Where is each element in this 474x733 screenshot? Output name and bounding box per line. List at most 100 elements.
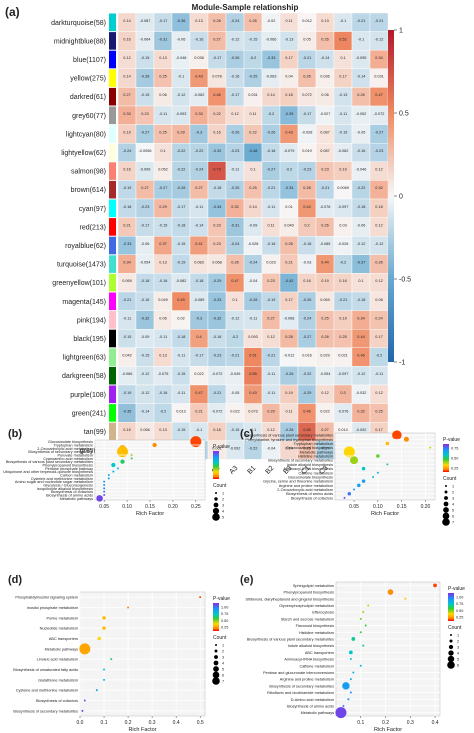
- row-label: blue(1107): [73, 57, 106, 64]
- y-category-label: Arginine and proline metabolism: [280, 678, 334, 682]
- cell-value-label: 0.049: [158, 298, 168, 302]
- data-point: [83, 699, 86, 702]
- cell-value-label: -0.046: [356, 168, 367, 172]
- cell-value-label: 0.066: [140, 428, 150, 432]
- cell-value-label: 0.27: [195, 186, 202, 190]
- cell-value-label: 0.34: [357, 316, 364, 320]
- data-point: [112, 470, 115, 473]
- cell-value-label: 0.069: [122, 279, 132, 283]
- cell-value-label: 0.23: [321, 168, 328, 172]
- cell-value-label: 0.46: [303, 409, 310, 413]
- plot-area: [79, 591, 206, 717]
- data-point: [116, 467, 119, 470]
- cell-value-label: 0.44: [357, 335, 364, 339]
- panel-label-b: (b): [8, 428, 22, 440]
- cell-value-label: 0.12: [375, 391, 382, 395]
- cell-value-label: 0.17: [285, 298, 292, 302]
- cell-value-label: -0.21: [123, 298, 132, 302]
- cell-value-label: -0.12: [231, 37, 240, 41]
- data-point: [79, 643, 91, 655]
- cell-value-label: 0.11: [249, 112, 256, 116]
- data-point: [107, 474, 110, 476]
- count-legend-title: Count: [443, 476, 457, 482]
- cell-value-label: 0.44: [303, 205, 310, 209]
- cell-value-label: -0.27: [321, 447, 330, 451]
- cell-value-label: -0.11: [339, 112, 347, 116]
- cell-value-label: -0.11: [159, 335, 167, 339]
- cell-value-label: -0.18: [123, 205, 132, 209]
- data-point: [130, 457, 133, 460]
- cell-value-label: 0.16: [213, 130, 220, 134]
- data-point: [343, 496, 346, 499]
- row-label: black(195): [73, 336, 106, 343]
- row-label: salmon(98): [71, 169, 106, 176]
- colorbar-tick-label: -0.5: [399, 277, 411, 284]
- cell-value-label: 0.083: [194, 261, 204, 265]
- count-legend-label: 1: [222, 492, 224, 496]
- cell-value-label: 0.27: [123, 93, 130, 97]
- x-tick-label: 0.1: [357, 720, 364, 726]
- plot-area: [335, 581, 441, 717]
- cell-value-label: 0.016: [302, 354, 312, 358]
- cell-value-label: 0.12: [267, 428, 274, 432]
- count-legend-label: 6: [457, 664, 459, 668]
- cell-value-label: 0.26: [213, 19, 220, 23]
- row-label: turquoise(1473): [57, 262, 106, 269]
- cell-value-label: -0.16: [195, 37, 204, 41]
- row-label: cyan(97): [79, 206, 106, 213]
- cell-value-label: -0.04: [267, 447, 276, 451]
- data-point: [335, 707, 347, 719]
- cell-value-label: -0.24: [195, 168, 204, 172]
- cell-value-label: 0.052: [158, 168, 168, 172]
- count-legend-dot: [214, 497, 218, 501]
- cell-value-label: -0.17: [177, 205, 186, 209]
- count-legend-label: 7: [222, 680, 224, 684]
- y-category-label: Amino sugar and nucleotide sugar metabol…: [15, 480, 93, 484]
- pvalue-legend-title: P-value: [213, 444, 230, 450]
- y-category-label: Biosynthesis of cofactors: [291, 496, 333, 500]
- data-point: [103, 494, 106, 496]
- y-category-label: Cyanoamino acid metabolism: [43, 457, 93, 461]
- data-point: [342, 704, 345, 707]
- y-category-label: Aminoacyl-tRNA biosynthesis: [283, 467, 333, 471]
- row-label: magenta(145): [62, 299, 106, 306]
- cell-value-label: 0.087: [320, 149, 330, 153]
- data-point: [97, 636, 101, 641]
- cell-value-label: -0.072: [212, 409, 223, 413]
- cell-value-label: 0.18: [285, 93, 292, 97]
- data-point: [103, 487, 106, 490]
- row-label: midnightblue(88): [54, 38, 106, 45]
- cell-value-label: 0.02: [177, 316, 184, 320]
- x-tick-label: 0.5: [197, 720, 204, 726]
- cell-value-label: -0.2: [286, 168, 293, 172]
- data-point: [392, 430, 402, 440]
- cell-value-label: 0.1: [340, 56, 345, 60]
- y-category-label: Biosynthesis of secondary metabolites: [269, 684, 334, 688]
- count-legend-dot: [212, 513, 220, 521]
- cell-value-label: 0.18: [213, 428, 220, 432]
- y-category-label: Phenylpropanoid biosynthesis: [284, 591, 335, 595]
- data-point: [347, 698, 350, 701]
- count-legend-dot: [212, 677, 220, 685]
- y-category-label: Biosynthesis of cofactors: [36, 699, 78, 703]
- cell-value-label: 0.22: [249, 130, 256, 134]
- cell-value-label: -0.09: [249, 223, 258, 227]
- y-category-label: Stilbenoid, diarylheptanoid and gingerol…: [246, 597, 335, 601]
- cell-value-label: 0.28: [285, 335, 292, 339]
- count-legend-dot: [214, 649, 218, 653]
- pvalue-gradient: [213, 603, 219, 631]
- y-category-label: Metabolic pathways: [300, 450, 333, 454]
- module-color-swatch: [109, 236, 116, 255]
- cell-value-label: 0.06: [159, 93, 166, 97]
- pvalue-tick-label: 0.50: [456, 609, 463, 613]
- column-label: C3: [318, 465, 329, 476]
- cell-value-label: -0.052: [356, 112, 367, 116]
- x-tick-label: 0.25: [191, 504, 201, 510]
- data-point: [342, 682, 350, 690]
- cell-value-label: -0.16: [213, 335, 222, 339]
- cell-value-label: -0.23: [375, 149, 384, 153]
- count-legend-label: 3: [452, 497, 454, 501]
- pvalue-legend-title: P-value: [448, 586, 465, 592]
- y-category-label: Biosynthesis of various plant secondary …: [246, 434, 333, 438]
- x-tick-label: 0.15: [397, 504, 407, 510]
